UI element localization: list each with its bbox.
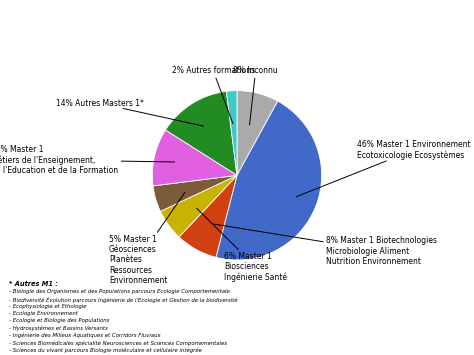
Text: - Ecologie et Biologie des Populations: - Ecologie et Biologie des Populations — [9, 318, 110, 323]
Wedge shape — [179, 175, 237, 257]
Text: 14% Autres Masters 1*: 14% Autres Masters 1* — [56, 99, 203, 126]
Wedge shape — [153, 175, 237, 211]
Text: 11% Master 1
Métiers de l'Enseignement,
de l'Education et de la Formation: 11% Master 1 Métiers de l'Enseignement, … — [0, 145, 175, 175]
Text: 6% Master 1
Biosciences
Ingénierie Santé: 6% Master 1 Biosciences Ingénierie Santé — [197, 208, 287, 282]
Wedge shape — [160, 175, 237, 237]
Text: - Biologie des Organismes et des Populations parcours Ecologie Comportementale: - Biologie des Organismes et des Populat… — [9, 289, 230, 294]
Wedge shape — [237, 91, 278, 175]
Text: L3 Sciences de la Vie – site de Metz – Promotion 2013-14: L3 Sciences de la Vie – site de Metz – P… — [7, 37, 405, 50]
Wedge shape — [216, 101, 322, 260]
Text: 5% Master 1
Géosciences
Planètes
Ressources
Environnement: 5% Master 1 Géosciences Planètes Ressour… — [109, 192, 185, 285]
Text: - Biodiversité Évolution parcours Ingénierie de l'Ecologie et Gestion de la biod: - Biodiversité Évolution parcours Ingéni… — [9, 297, 238, 303]
Text: Devenir des étudiants ayant validé la: Devenir des étudiants ayant validé la — [7, 14, 270, 27]
Wedge shape — [152, 130, 237, 186]
Text: - Hydrosystèmes et Bassins Versants: - Hydrosystèmes et Bassins Versants — [9, 326, 108, 331]
Text: - Sciences Biomédicales spécialité Neurosciences et Sciences Comportementales: - Sciences Biomédicales spécialité Neuro… — [9, 340, 228, 345]
Text: - Sciences du vivant parcours Biologie moléculaire et cellulaire intégrée: - Sciences du vivant parcours Biologie m… — [9, 347, 202, 353]
Text: 46% Master 1 Environnement
Ecotoxicologie Ecosystèmes: 46% Master 1 Environnement Ecotoxicologi… — [296, 140, 471, 197]
Text: - Ecologie Environnement: - Ecologie Environnement — [9, 311, 78, 316]
Wedge shape — [165, 91, 237, 175]
Text: - Ingénierie des Milieux Aquatiques et Corridors Fluviaux: - Ingénierie des Milieux Aquatiques et C… — [9, 333, 161, 338]
Text: 8% Inconnu: 8% Inconnu — [233, 66, 278, 125]
Text: 2% Autres formations: 2% Autres formations — [172, 66, 255, 124]
Text: * Autres M1 :: * Autres M1 : — [9, 281, 58, 287]
Wedge shape — [227, 91, 237, 175]
Text: 8% Master 1 Biotechnologies
Microbiologie Aliment
Nutrition Environnement: 8% Master 1 Biotechnologies Microbiologi… — [213, 224, 437, 266]
Text: - Ecophysiologie et Ethologie: - Ecophysiologie et Ethologie — [9, 304, 87, 309]
